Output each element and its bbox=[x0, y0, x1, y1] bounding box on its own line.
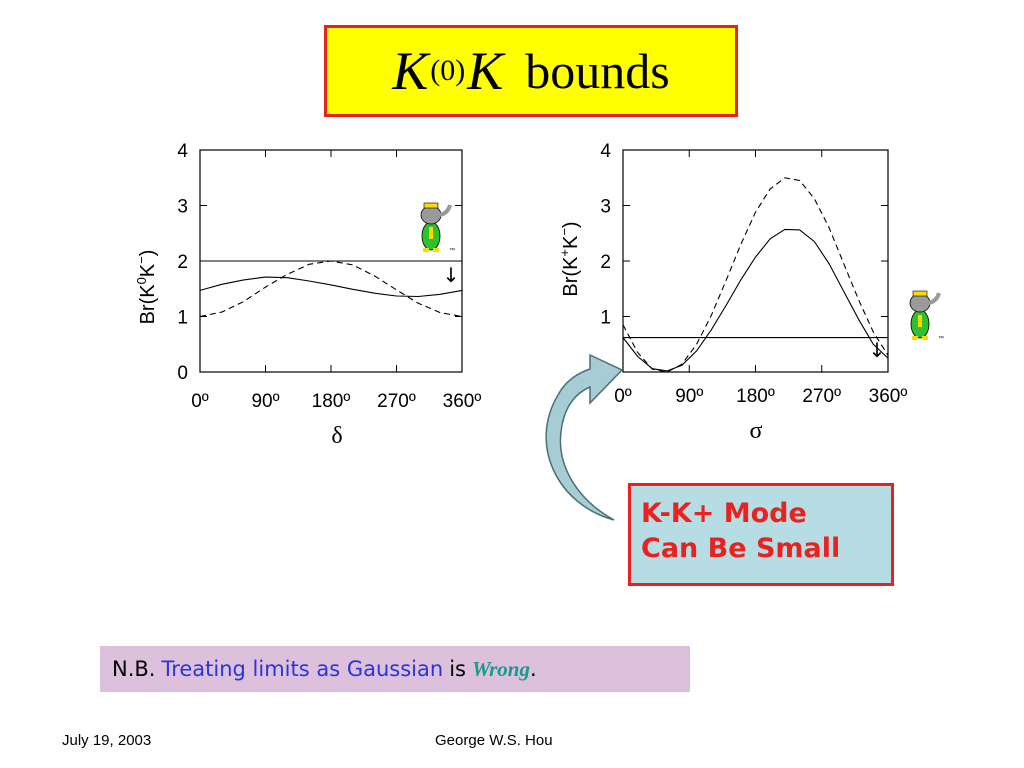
note-middle: is bbox=[449, 657, 466, 681]
series-dashed-line bbox=[199, 260, 463, 318]
series-group bbox=[199, 260, 463, 318]
limit-arrow: ↓ bbox=[443, 263, 460, 287]
title-k2: K bbox=[467, 41, 504, 101]
y-axis-label-text: Br(K0K−) bbox=[134, 250, 159, 325]
babar-icon: ™ bbox=[420, 202, 455, 254]
limit-arrow: ↓ bbox=[869, 338, 886, 362]
title-superscript: (0) bbox=[430, 54, 466, 87]
title-k1: K bbox=[392, 41, 429, 101]
plot-frame bbox=[622, 149, 889, 373]
chart-sigma: Br(K+K−) 1 2 3 4 0º 90º 180º 270º 360º σ ™ ↓ bbox=[557, 141, 944, 444]
x-tick-label: 270º bbox=[377, 391, 416, 412]
tm-mark: ™ bbox=[938, 335, 944, 342]
babar-icon: ™ bbox=[909, 290, 944, 342]
series-group bbox=[622, 177, 889, 373]
x-tick-label: 180º bbox=[736, 386, 775, 407]
y-tick-label: 4 bbox=[177, 141, 188, 162]
callout-line1: K-K+ Mode bbox=[641, 498, 807, 529]
x-axis-symbol: σ bbox=[750, 418, 763, 444]
tm-mark: ™ bbox=[449, 247, 455, 254]
x-axis-symbol: δ bbox=[331, 423, 342, 449]
y-ticks: 0 1 2 3 4 bbox=[177, 141, 462, 384]
series-dashed-line bbox=[622, 177, 889, 373]
x-ticks: 0º 90º 180º 270º 360º bbox=[191, 150, 481, 412]
title-words: bounds bbox=[525, 43, 670, 99]
x-tick-label: 0º bbox=[191, 391, 209, 412]
x-tick-label: 360º bbox=[869, 386, 908, 407]
y-axis-label: Br(K+K−) bbox=[557, 221, 582, 296]
y-tick-label: 3 bbox=[600, 197, 611, 218]
curved-arrow bbox=[545, 353, 624, 521]
y-tick-label: 2 bbox=[177, 252, 188, 273]
y-axis-label-text: Br(K+K−) bbox=[557, 221, 582, 296]
y-axis-label: Br(K0K−) bbox=[134, 250, 159, 325]
x-tick-label: 0º bbox=[614, 386, 632, 407]
note-wrong: Wrong bbox=[471, 656, 530, 681]
y-tick-label: 0 bbox=[177, 363, 188, 384]
series-solid-line bbox=[199, 276, 463, 298]
x-tick-label: 270º bbox=[802, 386, 841, 407]
y-tick-label: 3 bbox=[177, 197, 188, 218]
callout-box: K-K+ Mode Can Be Small bbox=[628, 483, 894, 586]
y-tick-label: 1 bbox=[177, 308, 188, 329]
x-tick-label: 360º bbox=[443, 391, 482, 412]
chart-delta: Br(K0K−) 0 1 2 3 4 0º 90º 180º 270º 360º δ ™ ↓ bbox=[134, 141, 481, 449]
y-tick-label: 2 bbox=[600, 252, 611, 273]
y-tick-label: 4 bbox=[600, 141, 611, 162]
x-tick-label: 180º bbox=[312, 391, 351, 412]
y-ticks: 1 2 3 4 bbox=[600, 141, 888, 329]
footer-date: July 19, 2003 bbox=[62, 732, 152, 749]
x-ticks: 0º 90º 180º 270º 360º bbox=[614, 150, 907, 407]
x-tick-label: 90º bbox=[675, 386, 703, 407]
note-suffix: . bbox=[529, 657, 537, 681]
note-prefix: N.B. bbox=[112, 657, 156, 681]
footer-author: George W.S. Hou bbox=[435, 732, 553, 749]
note-box: N.B. Treating limits as Gaussian is Wron… bbox=[100, 646, 690, 692]
callout-line2: Can Be Small bbox=[641, 533, 841, 564]
y-tick-label: 1 bbox=[600, 308, 611, 329]
note-highlight: Treating limits as Gaussian bbox=[161, 657, 444, 681]
x-tick-label: 90º bbox=[251, 391, 279, 412]
series-solid-line bbox=[622, 228, 889, 372]
